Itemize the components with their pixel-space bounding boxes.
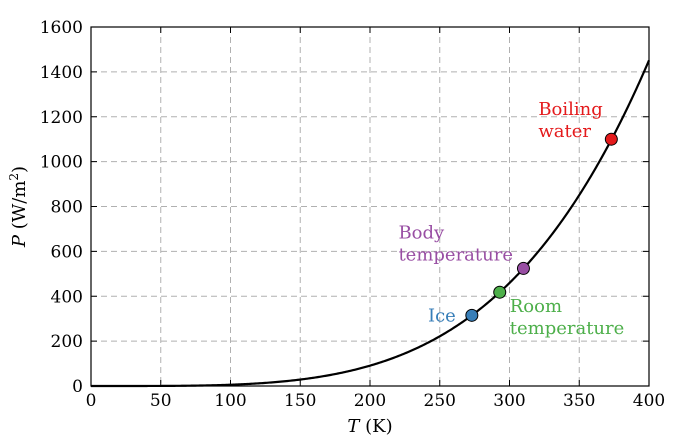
room-temperature-label-line: Room bbox=[510, 296, 562, 317]
x-tick-label: 50 bbox=[150, 391, 172, 411]
grid bbox=[91, 27, 649, 386]
x-tick-label: 200 bbox=[354, 391, 386, 411]
x-tick-label: 300 bbox=[493, 391, 525, 411]
y-axis-unit-close: ) bbox=[9, 166, 30, 173]
y-axis-label: P (W/m2) bbox=[7, 166, 30, 248]
x-tick-label: 400 bbox=[633, 391, 665, 411]
x-tick-label: 100 bbox=[214, 391, 246, 411]
y-tick-label: 800 bbox=[51, 198, 83, 218]
room-temperature-label: Room temperature bbox=[510, 296, 625, 339]
y-tick-label: 1600 bbox=[40, 18, 83, 38]
x-axis-symbol: T bbox=[347, 416, 361, 437]
x-tick-label: 250 bbox=[424, 391, 456, 411]
ice-label: Ice bbox=[428, 305, 456, 326]
body-temperature-point bbox=[516, 261, 530, 275]
body-temperature-label-line: Body bbox=[398, 222, 445, 243]
y-tick-label: 0 bbox=[72, 377, 83, 397]
y-tick-label: 200 bbox=[51, 332, 83, 352]
y-axis-unit: (W/m bbox=[9, 181, 30, 235]
body-temperature-label: Body temperature bbox=[398, 222, 513, 265]
x-tick-label: 350 bbox=[563, 391, 595, 411]
points-layer bbox=[465, 132, 618, 322]
room-temperature-label-line: temperature bbox=[510, 318, 625, 339]
y-tick-label: 600 bbox=[51, 242, 83, 262]
ice-label-line: Ice bbox=[428, 305, 456, 326]
boiling-water-label: Boiling water bbox=[538, 99, 602, 142]
x-tick-label: 0 bbox=[86, 391, 97, 411]
boiling-water-label-line: water bbox=[538, 121, 591, 142]
boiling-water-point bbox=[604, 132, 618, 146]
y-axis-symbol: P bbox=[9, 234, 30, 248]
y-axis-unit-exponent: 2 bbox=[7, 173, 21, 181]
y-tick-label: 400 bbox=[51, 287, 83, 307]
y-tick-label: 1000 bbox=[40, 153, 83, 173]
x-tick-label: 150 bbox=[284, 391, 316, 411]
ticks-layer: 0 50 100 150 200 250 300 350 400 0 200 400 600 800 100… bbox=[40, 18, 665, 411]
y-tick-label: 1400 bbox=[40, 63, 83, 83]
boiling-water-label-line: Boiling bbox=[538, 99, 602, 120]
x-axis-unit: (K) bbox=[359, 416, 392, 437]
x-axis-label: T (K) bbox=[347, 416, 392, 437]
room-temperature-point bbox=[493, 285, 507, 299]
y-tick-label: 1200 bbox=[40, 108, 83, 128]
ice-point bbox=[465, 308, 479, 322]
body-temperature-label-line: temperature bbox=[398, 244, 513, 265]
